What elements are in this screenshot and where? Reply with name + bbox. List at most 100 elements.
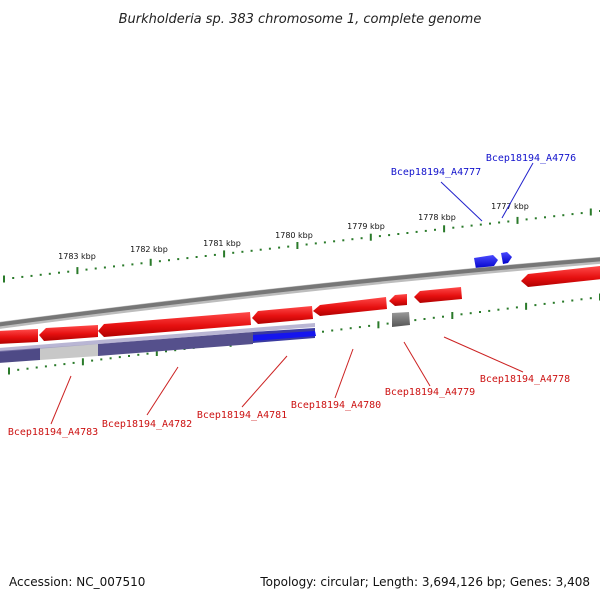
minor-tick: [580, 298, 583, 301]
minor-tick: [460, 313, 463, 316]
minor-tick: [442, 315, 444, 318]
gene-arrow-reverse[interactable]: [39, 325, 98, 341]
gene-arrow-forward[interactable]: [474, 255, 498, 269]
gene-arrow-reverse[interactable]: [313, 297, 387, 316]
minor-tick: [543, 302, 546, 305]
minor-tick: [580, 212, 583, 215]
map-title: Burkholderia sp. 383 chromosome 1, compl…: [119, 12, 482, 27]
leader-line: [501, 162, 534, 219]
minor-tick: [186, 257, 189, 260]
gene-label-forward[interactable]: Bcep18194_A4777: [391, 167, 481, 178]
leader-line: [146, 366, 179, 416]
gene-arrow-reverse[interactable]: [521, 266, 600, 287]
minor-tick: [58, 271, 60, 274]
minor-tick: [386, 322, 389, 325]
ruler-label: 1780 kbp: [275, 231, 313, 240]
gene-label-forward[interactable]: Bcep18194_A4776: [486, 153, 576, 164]
gene-label-reverse[interactable]: Bcep18194_A4783: [8, 427, 98, 438]
accession-text: Accession: NC_007510: [9, 575, 145, 589]
gene-label-reverse[interactable]: Bcep18194_A4780: [291, 400, 381, 411]
major-tick: [223, 250, 226, 258]
ruler-label: 1782 kbp: [130, 245, 168, 254]
gene-arrow-reverse[interactable]: [98, 312, 251, 337]
minor-tick: [103, 266, 106, 269]
minor-tick: [415, 230, 418, 233]
minor-tick: [489, 222, 491, 225]
leader-line: [443, 336, 524, 373]
minor-tick: [488, 309, 491, 312]
major-tick: [377, 321, 380, 329]
minor-tick: [109, 357, 112, 360]
minor-tick: [340, 328, 343, 331]
major-tick: [451, 312, 454, 319]
minor-tick: [100, 358, 103, 361]
minor-tick: [113, 265, 115, 268]
minor-tick: [30, 274, 33, 277]
major-tick: [525, 302, 528, 310]
minor-tick: [388, 234, 391, 237]
gene-arrow-reverse[interactable]: [0, 329, 38, 344]
minor-tick: [35, 366, 38, 369]
gene-arrow-reverse[interactable]: [389, 294, 407, 306]
minor-tick: [204, 255, 207, 257]
minor-tick: [515, 306, 518, 309]
gene-label-reverse[interactable]: Bcep18194_A4778: [480, 374, 570, 385]
minor-tick: [259, 248, 262, 251]
minor-tick: [562, 214, 565, 217]
minor-tick: [168, 259, 170, 262]
similarity-segment-edge: [0, 323, 315, 352]
major-tick: [3, 275, 5, 283]
minor-tick: [358, 326, 361, 329]
minor-tick: [17, 368, 20, 371]
gene-arrow-reverse[interactable]: [252, 306, 313, 324]
gene-arrow-reverse[interactable]: [414, 287, 462, 303]
similarity-segment: [98, 332, 253, 356]
forward-strand-genes: [474, 252, 512, 269]
leader-line: [403, 341, 431, 387]
minor-tick: [571, 299, 574, 302]
minor-tick: [378, 235, 381, 238]
minor-tick: [349, 327, 352, 330]
minor-tick: [461, 225, 464, 228]
minor-tick: [322, 330, 324, 333]
leader-line: [241, 355, 288, 408]
major-tick: [369, 233, 372, 241]
minor-tick: [232, 251, 235, 254]
gene-label-reverse[interactable]: Bcep18194_A4779: [385, 387, 475, 398]
leader-line: [440, 181, 483, 222]
minor-tick: [534, 217, 537, 220]
minor-tick: [67, 270, 70, 273]
minor-tick: [525, 218, 528, 221]
ruler-label: 1778 kbp: [418, 213, 456, 222]
minor-tick: [506, 307, 509, 310]
minor-tick: [54, 364, 57, 367]
minor-tick: [21, 275, 24, 278]
minor-tick: [423, 318, 426, 320]
minor-tick: [174, 349, 177, 352]
minor-tick: [48, 272, 51, 275]
minor-tick: [72, 361, 75, 364]
minor-tick: [562, 300, 565, 303]
gene-label-reverse[interactable]: Bcep18194_A4781: [197, 410, 287, 421]
major-tick: [8, 367, 10, 375]
minor-tick: [140, 262, 143, 265]
minor-tick: [146, 352, 149, 355]
ruler-label: 1779 kbp: [347, 222, 385, 231]
minor-tick: [118, 356, 121, 359]
similarity-segment-highlight: [253, 331, 316, 341]
minor-tick: [12, 277, 15, 279]
major-tick: [155, 349, 158, 356]
minor-tick: [213, 253, 216, 256]
minor-tick: [94, 267, 97, 270]
gene-arrow-forward[interactable]: [501, 252, 512, 264]
gene-label-reverse[interactable]: Bcep18194_A4782: [102, 419, 192, 430]
minor-tick: [165, 350, 167, 353]
pseudogene-block[interactable]: [392, 312, 410, 327]
genome-backbone: [0, 257, 600, 327]
minor-tick: [305, 243, 308, 246]
minor-tick: [128, 355, 130, 357]
minor-tick: [195, 256, 198, 258]
minor-tick: [137, 353, 140, 356]
minor-tick: [544, 216, 546, 219]
